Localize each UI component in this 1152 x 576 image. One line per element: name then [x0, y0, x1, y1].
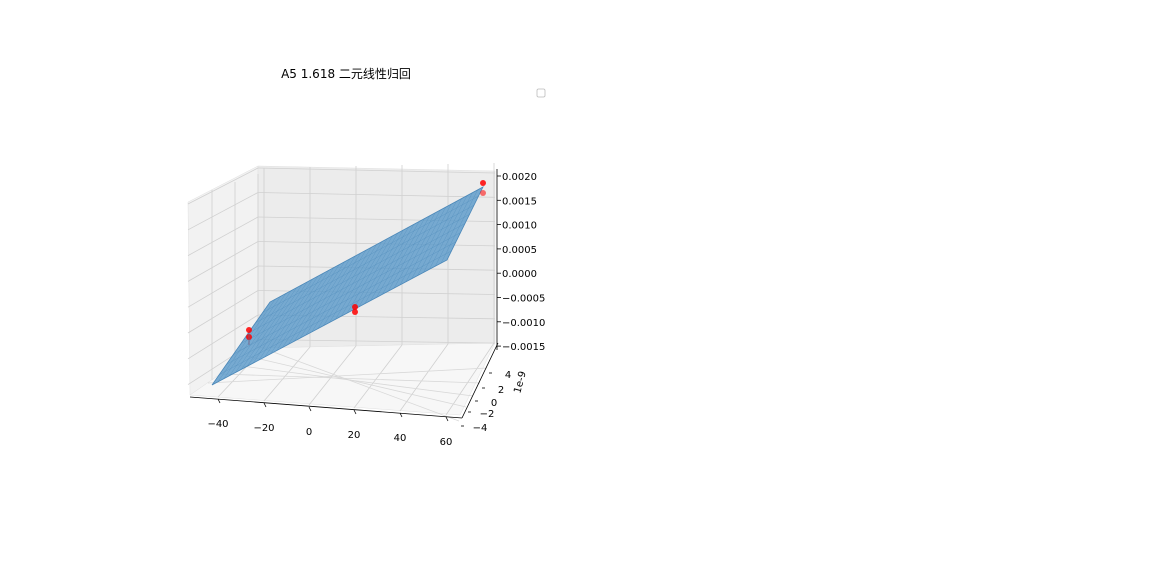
floor-grid-line — [308, 345, 357, 406]
left-z-grid-line — [187, 216, 259, 256]
z-grid-line — [257, 339, 496, 344]
surface-mesh-line — [255, 205, 475, 323]
floor-grid-line — [353, 344, 403, 409]
x-tick-label: 0 — [306, 427, 312, 438]
y-ticks: 420−2 −4 — [461, 370, 511, 434]
x-tick-mark — [263, 402, 267, 408]
z-tick-label: −0.0005 — [502, 294, 545, 305]
y-tick-label: −2 — [480, 409, 495, 420]
left-z-grid-line — [187, 314, 259, 360]
z-tick-label: 0.0010 — [502, 221, 537, 232]
z-tick-label: 0.0015 — [502, 196, 537, 207]
x-tick-label: −20 — [253, 423, 274, 434]
surface-mesh-line — [226, 241, 457, 365]
left-z-grid-line — [187, 290, 259, 334]
y-offset-label: 1e-9 — [512, 370, 528, 395]
z-grid-line — [257, 192, 496, 198]
x-tick-mark — [217, 398, 221, 404]
floor-y-grid-line — [207, 367, 488, 384]
x-tick-label: 40 — [394, 433, 407, 444]
z-tick-label: 0.0000 — [502, 269, 537, 280]
x-tick-label: −40 — [207, 419, 228, 430]
scatter-point — [352, 309, 358, 315]
surface-mesh-line — [248, 214, 470, 334]
floor-y-grid-line — [220, 373, 481, 384]
left-z-grid-line — [187, 167, 259, 205]
y-tick-label: 0 — [491, 398, 497, 409]
x-tick-mark — [308, 406, 312, 412]
scatter-point — [480, 190, 486, 196]
scatter-point — [246, 327, 252, 333]
x-axis-line — [189, 396, 463, 419]
scatter-points — [246, 180, 486, 345]
left-z-grid-line — [187, 241, 259, 282]
y-tick-label: −4 — [473, 423, 488, 434]
x-tick-mark — [445, 416, 449, 422]
z-tick-label: 0.0020 — [502, 172, 537, 183]
scatter-point — [352, 304, 358, 310]
y-axis-line — [461, 342, 499, 419]
floor-y-grid-line — [259, 346, 460, 422]
z-tick-label: 0.0005 — [502, 245, 537, 256]
z-grid-line — [257, 167, 496, 174]
y-tick-label: 4 — [505, 370, 511, 381]
z-tick-label: −0.0015 — [502, 342, 545, 353]
x-tick-mark — [353, 409, 357, 415]
y-tick-label: 2 — [498, 385, 504, 396]
x-tick-mark — [399, 412, 403, 418]
x-tick-label: 60 — [440, 437, 453, 448]
left-z-grid-line — [187, 192, 259, 231]
left-z-grid-line — [187, 265, 259, 308]
surface-mesh-line — [240, 223, 466, 344]
floor-grid-line — [399, 343, 449, 412]
legend-box — [536, 88, 546, 98]
surface-mesh-line — [262, 195, 479, 313]
floor-grid-line — [263, 346, 311, 402]
scatter-point — [480, 180, 486, 186]
surface-mesh-line — [233, 232, 461, 355]
surface-mesh — [217, 189, 479, 382]
x-tick-label: 20 — [348, 430, 361, 441]
floor-grid-line — [445, 342, 495, 416]
surface-mesh-line — [219, 250, 452, 375]
z-grid-line — [257, 241, 496, 247]
floor-y-grid-line — [246, 355, 467, 408]
z-ticks: 0.0020 0.0015 0.0010 0.0005 0.0000 −0.0005 −0.… — [497, 172, 545, 353]
chart-title: A5 1.618 二元线性归回 — [281, 67, 411, 81]
z-tick-label: −0.0010 — [502, 318, 545, 329]
x-ticks: −40 −20 0 20 40 60 — [207, 398, 453, 448]
